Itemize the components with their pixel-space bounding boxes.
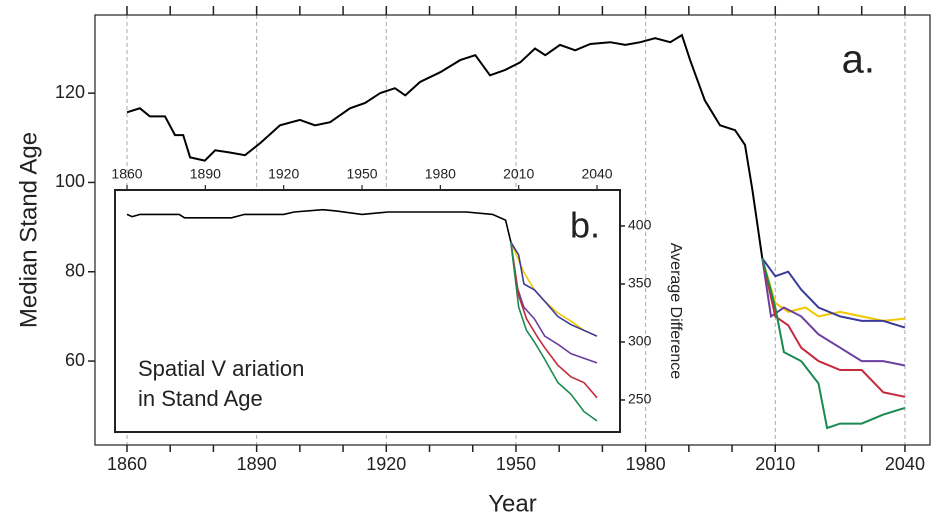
data-line [510,241,598,337]
y-tick-label: 300 [628,333,652,349]
data-line [761,258,906,398]
data-line [761,257,906,329]
panel-label: a. [842,38,875,82]
x-tick-label: 1920 [366,454,406,474]
y-tick-label: 60 [65,350,85,370]
data-line [761,258,906,322]
x-tick-label: 2040 [885,454,925,474]
x-axis-label: Year [488,490,537,517]
y-tick-label: 250 [628,391,652,407]
x-tick-label: 2040 [581,166,612,182]
x-tick-label: 1980 [626,454,666,474]
y-tick-label: 350 [628,275,652,291]
x-tick-label: 2010 [755,454,795,474]
y-tick-label: 100 [55,171,85,191]
x-tick-label: 1950 [496,454,536,474]
plot-area [115,190,620,432]
x-tick-label: 1860 [107,454,147,474]
x-tick-label: 1860 [111,166,142,182]
plot-frame [94,14,931,446]
y-tick-label: 120 [55,82,85,102]
data-line [510,242,598,422]
x-tick-label: 1950 [346,166,377,182]
x-tick-label: 1890 [190,166,221,182]
y-tick-label: 80 [65,260,85,280]
data-line [761,258,906,430]
annotation: Spatial V ariation [138,356,304,381]
x-tick-label: 2010 [503,166,534,182]
panel-label: b. [570,205,600,246]
data-line [510,242,598,399]
plot-frame [114,189,621,433]
data-line [126,208,512,243]
x-tick-label: 1890 [237,454,277,474]
x-tick-label: 1920 [268,166,299,182]
y-tick-label: 400 [628,217,652,233]
annotation: in Stand Age [138,386,263,411]
y-axis-label: Average Difference [667,243,684,379]
data-line [126,33,764,259]
y-axis-label: Median Stand Age [15,132,42,328]
x-tick-label: 1980 [425,166,456,182]
